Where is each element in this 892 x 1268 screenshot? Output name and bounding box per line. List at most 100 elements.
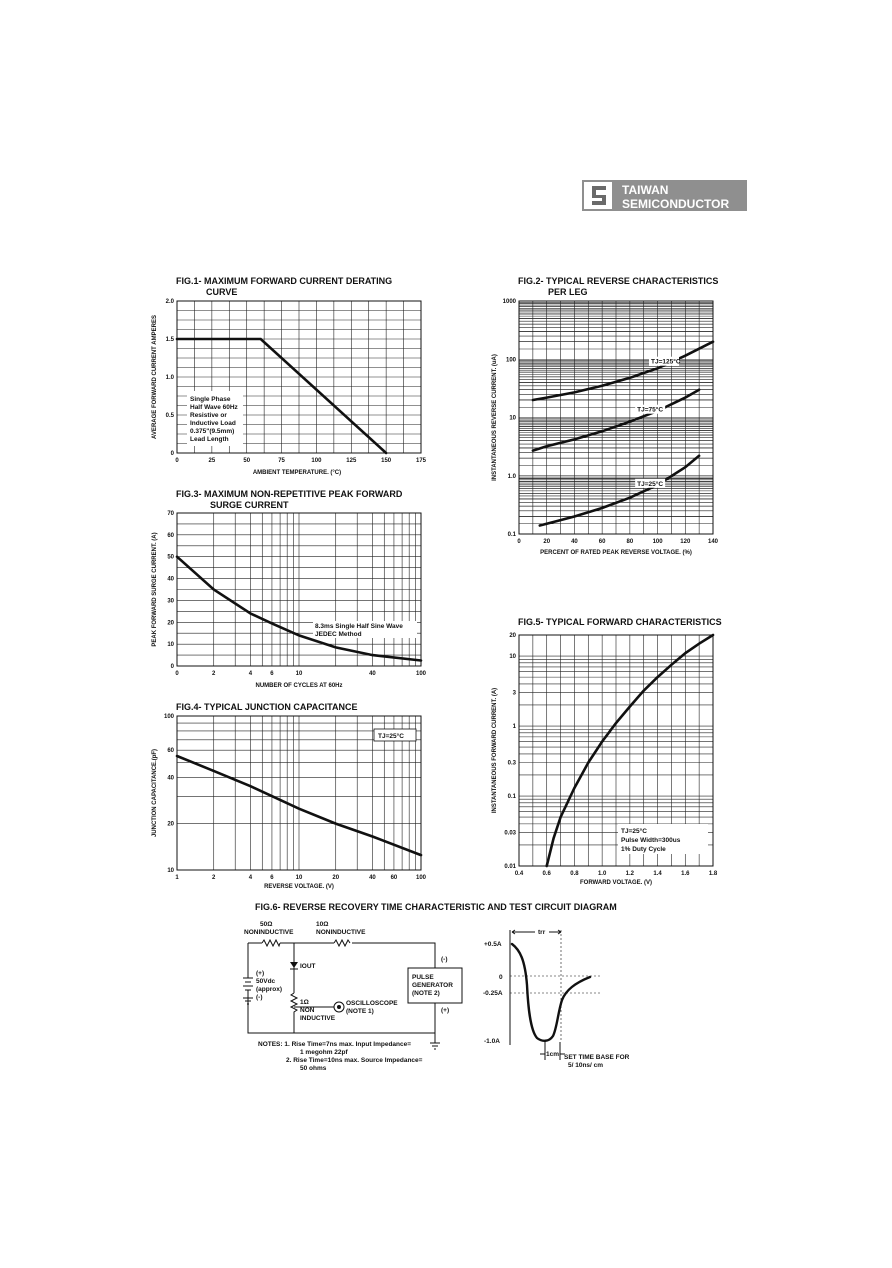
y-tick-label: 100 bbox=[506, 357, 517, 363]
x-axis-label: NUMBER OF CYCLES AT 60Hz bbox=[255, 683, 342, 689]
chart-grid bbox=[176, 715, 422, 871]
series-label: TJ=125°C bbox=[651, 358, 681, 366]
x-tick-label: 40 bbox=[369, 671, 376, 677]
x-tick-label: 20 bbox=[332, 875, 339, 881]
y-tick-label: 0.01 bbox=[504, 864, 516, 870]
x-tick-label: 40 bbox=[571, 539, 578, 545]
ground-icon-left bbox=[243, 990, 253, 1005]
series-line bbox=[538, 454, 701, 527]
fig1-title-line2: CURVE bbox=[206, 287, 237, 297]
x-tick-label: 20 bbox=[543, 539, 550, 545]
fig5-note-line: TJ=25°C bbox=[621, 827, 647, 835]
chart-grid bbox=[176, 300, 422, 454]
series-line bbox=[531, 340, 715, 402]
x-tick-label: 100 bbox=[416, 671, 427, 677]
x-tick-label: 50 bbox=[243, 458, 250, 464]
series-line bbox=[545, 633, 715, 868]
x-tick-label: 40 bbox=[369, 875, 376, 881]
y-tick-label: 0.1 bbox=[508, 532, 517, 538]
oscilloscope-icon bbox=[333, 1001, 345, 1013]
x-tick-label: 4 bbox=[249, 875, 253, 881]
x-tick-label: 1.0 bbox=[598, 871, 607, 877]
chart-frame bbox=[176, 715, 422, 871]
y-tick-label: 0.1 bbox=[508, 794, 517, 800]
x-axis-label: FORWARD VOLTAGE. (V) bbox=[580, 880, 652, 886]
x-tick-label: 80 bbox=[627, 539, 634, 545]
fig1-note-line: Half Wave 60Hz bbox=[190, 404, 239, 411]
y-tick-label: 50 bbox=[167, 555, 174, 561]
trr-label: trr bbox=[538, 929, 546, 936]
chart-frame bbox=[176, 512, 422, 667]
fig6-test-circuit: FIG.6- REVERSE RECOVERY TIME CHARACTERIS… bbox=[243, 902, 617, 1072]
x-tick-label: 1.8 bbox=[709, 871, 718, 877]
y-tick-label: 30 bbox=[167, 598, 174, 604]
pulse-generator-box bbox=[407, 967, 463, 1004]
x-tick-label: 140 bbox=[708, 539, 719, 545]
note-1-cont: 1 megohm 22pf bbox=[300, 1049, 349, 1056]
resistor-50-icon bbox=[261, 938, 281, 948]
wave-y-label: -0.25A bbox=[483, 990, 503, 997]
scope-note: (NOTE 1) bbox=[346, 1008, 374, 1015]
fig6-recovery-waveform: +0.5A 0 -0.25A -1.0A trr 1cm SET TIME BA… bbox=[483, 929, 630, 1069]
x-axis-label: AMBIENT TEMPERATURE. (°C) bbox=[253, 470, 341, 476]
dut-diode-icon bbox=[290, 962, 298, 968]
fig1-note: Single Phase Half Wave 60Hz Resistive or… bbox=[190, 396, 239, 443]
x-tick-label: 10 bbox=[296, 875, 303, 881]
chart-grid bbox=[518, 300, 714, 535]
x-tick-label: 25 bbox=[209, 458, 216, 464]
fig4-note: TJ=25°C bbox=[378, 732, 404, 740]
y-axis-label: JUNCTION CAPACITANCE.(pF) bbox=[152, 749, 158, 837]
fig1-note-line: Resistive or bbox=[190, 412, 227, 419]
fig3-note-line: JEDEC Method bbox=[315, 631, 362, 638]
fig6-title: FIG.6- REVERSE RECOVERY TIME CHARACTERIS… bbox=[255, 902, 617, 912]
x-tick-label: 4 bbox=[249, 671, 253, 677]
x-tick-label: 0.4 bbox=[515, 871, 524, 877]
y-tick-label: 40 bbox=[167, 577, 174, 583]
y-tick-label: 2.0 bbox=[166, 299, 175, 305]
note-2: 2. Rise Time=10ns max. Source Impedance= bbox=[286, 1057, 423, 1064]
fig1-note-line: Single Phase bbox=[190, 396, 231, 403]
x-tick-label: 100 bbox=[416, 875, 427, 881]
x-tick-label: 75 bbox=[278, 458, 285, 464]
y-tick-label: 70 bbox=[167, 511, 174, 517]
fig5-title: FIG.5- TYPICAL FORWARD CHARACTERISTICS bbox=[518, 617, 722, 627]
r3-value: 1Ω bbox=[300, 999, 309, 1006]
ground-icon bbox=[430, 1033, 440, 1050]
y-axis-label: INSTANTANEOUS FORWARD CURRENT. (A) bbox=[492, 688, 498, 813]
x-tick-label: 2 bbox=[212, 671, 216, 677]
y-tick-label: 20 bbox=[167, 822, 174, 828]
y-tick-label: 60 bbox=[167, 748, 174, 754]
fig1-note-line: Lead Length bbox=[190, 436, 229, 443]
y-tick-label: 1.0 bbox=[166, 375, 175, 381]
oscilloscope-dot bbox=[337, 1005, 341, 1009]
y-tick-label: 10 bbox=[509, 416, 516, 422]
x-tick-label: 1.4 bbox=[653, 871, 662, 877]
x-tick-label: 0 bbox=[175, 671, 179, 677]
x-tick-label: 6 bbox=[270, 875, 274, 881]
x-tick-label: 100 bbox=[311, 458, 322, 464]
r1-label: NONINDUCTIVE bbox=[244, 929, 294, 936]
fig5-note-line: Pulse Width=300us bbox=[621, 837, 681, 844]
cm-marker bbox=[540, 1042, 565, 1060]
y-tick-label: 10 bbox=[509, 654, 516, 660]
y-tick-label: 1000 bbox=[503, 299, 517, 305]
logo-mark-icon bbox=[592, 186, 606, 205]
x-tick-label: 6 bbox=[270, 671, 274, 677]
y-tick-label: 0.5 bbox=[166, 413, 175, 419]
timebase-value: 5/ 10ns/ cm bbox=[568, 1062, 603, 1069]
y-tick-label: 60 bbox=[167, 533, 174, 539]
y-tick-label: 1.5 bbox=[166, 337, 175, 343]
taiwan-semiconductor-logo: TAIWAN SEMICONDUCTOR bbox=[582, 180, 747, 211]
wave-y-label: 0 bbox=[499, 974, 503, 981]
note-2-cont: 50 ohms bbox=[300, 1065, 327, 1072]
pulse-label: PULSE bbox=[412, 974, 434, 981]
x-tick-label: 120 bbox=[680, 539, 691, 545]
x-tick-label: 2 bbox=[212, 875, 216, 881]
resistor-10-icon bbox=[333, 938, 351, 948]
x-tick-label: 0.6 bbox=[543, 871, 552, 877]
pulse-minus: (-) bbox=[441, 956, 448, 963]
pulse-plus: (+) bbox=[441, 1007, 449, 1014]
r3-non: NON bbox=[300, 1007, 315, 1014]
series-label: TJ=75°C bbox=[637, 406, 663, 414]
